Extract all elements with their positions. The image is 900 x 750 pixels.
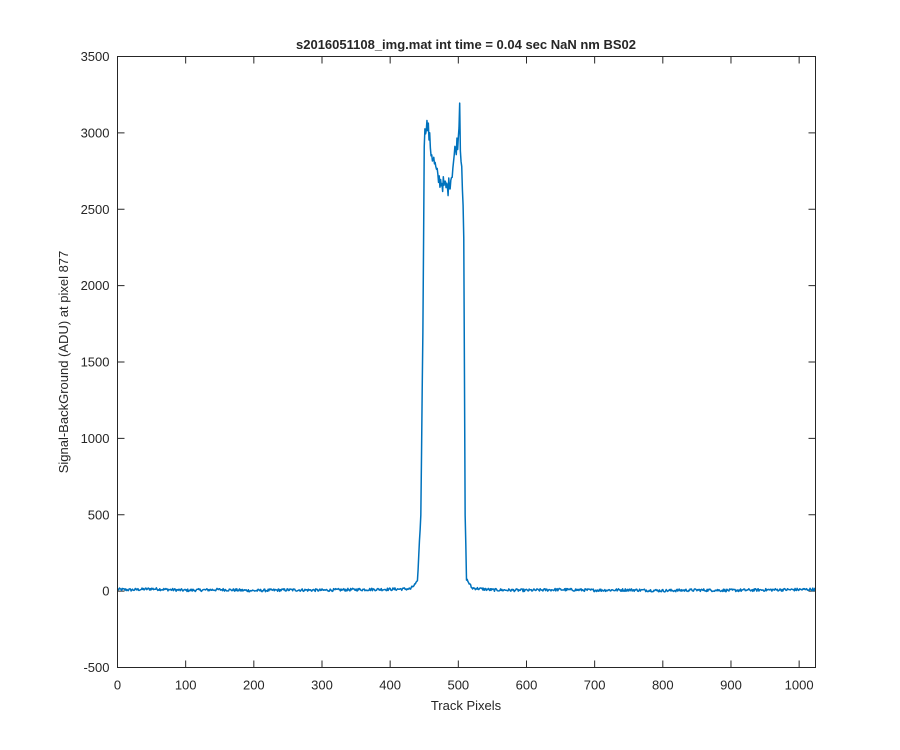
series-line xyxy=(116,102,816,593)
x-tick-label: 900 xyxy=(720,678,742,693)
y-tick-label: 3500 xyxy=(81,49,110,64)
x-tick-label: 200 xyxy=(243,678,265,693)
y-tick-label: 2000 xyxy=(81,278,110,293)
y-tick-label: 1000 xyxy=(81,431,110,446)
y-tick-label: 2500 xyxy=(81,202,110,217)
x-tick-label: 300 xyxy=(311,678,333,693)
x-tick-label: 1000 xyxy=(785,678,814,693)
x-tick-label: 700 xyxy=(584,678,606,693)
x-tick-label: 100 xyxy=(175,678,197,693)
series-layer xyxy=(116,102,816,593)
x-tick-label: 500 xyxy=(447,678,469,693)
x-axis-ticks: 0 100 200 300 400 500 600 700 800 900 1000 xyxy=(114,56,814,693)
y-tick-label: 0 xyxy=(102,584,109,599)
x-tick-label: 400 xyxy=(379,678,401,693)
x-tick-label: 800 xyxy=(652,678,674,693)
y-tick-label: -500 xyxy=(83,660,109,675)
axes-box xyxy=(117,56,816,668)
x-axis-label: Track Pixels xyxy=(431,698,502,713)
y-axis-label: Signal-BackGround (ADU) at pixel 877 xyxy=(56,251,71,474)
x-tick-label: 0 xyxy=(114,678,121,693)
y-tick-label: 3000 xyxy=(81,125,110,140)
chart-title: s2016051108_img.mat int time = 0.04 sec … xyxy=(296,37,636,52)
y-axis-ticks: -500 0 500 1000 1500 2000 2500 3000 3500 xyxy=(81,49,816,675)
y-tick-label: 500 xyxy=(88,507,110,522)
y-tick-label: 1500 xyxy=(81,355,110,370)
x-tick-label: 600 xyxy=(516,678,538,693)
